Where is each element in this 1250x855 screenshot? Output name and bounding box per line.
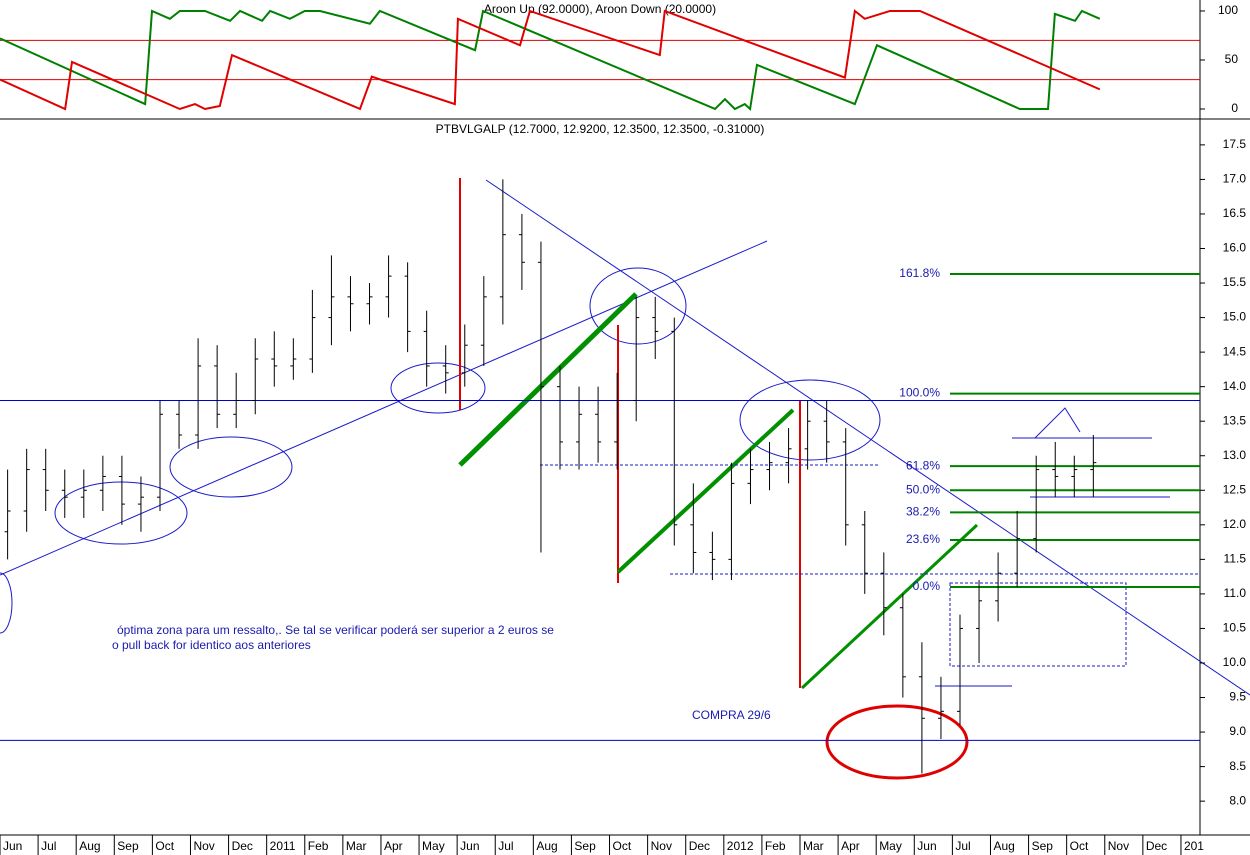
x-tick-label: Mar [346,839,367,853]
x-tick-label: 201 [1184,839,1204,853]
y-tick-label: 12.0 [1223,517,1247,531]
y-tick-label: 14.5 [1223,344,1247,358]
x-tick-label: Jun [917,839,936,853]
y-tick-label: 14.0 [1223,379,1247,393]
x-tick-label: Feb [765,839,786,853]
y-tick-label: 16.5 [1223,206,1247,220]
y-tick-label: 50 [1225,52,1239,66]
aroon-line [0,9,1101,111]
x-tick-label: Jul [41,839,56,853]
annotation: COMPRA 29/6 [692,708,771,722]
y-tick-label: 17.5 [1223,137,1247,151]
y-tick-label: 8.5 [1229,759,1246,773]
annotation: óptima zona para um ressalto,. Se tal se… [117,623,554,637]
y-tick-label: 11.5 [1224,552,1247,566]
dashed-box [949,582,1127,667]
x-tick-label: Nov [1108,839,1129,853]
x-tick-label: Nov [651,839,672,853]
fib-label: 38.2% [906,505,940,519]
x-tick-label: Sep [117,839,139,853]
x-tick-label: Dec [1146,839,1167,853]
y-tick-label: 9.0 [1229,724,1246,738]
x-tick-label: Oct [1070,839,1089,853]
ellipse [589,267,687,345]
x-tick-label: 2012 [727,839,754,853]
y-tick-label: 13.0 [1223,448,1247,462]
fib-label: 50.0% [906,482,940,496]
x-tick-label: Sep [574,839,596,853]
x-tick-label: Dec [689,839,710,853]
x-tick-label: May [879,839,902,853]
x-tick-label: Oct [613,839,632,853]
fib-label: 0.0% [913,579,941,593]
annotation: o pull back for identico aos anteriores [112,638,311,652]
x-tick-label: Dec [232,839,253,853]
x-tick-label: 2011 [270,839,296,853]
aroon-line [0,9,1101,111]
x-tick-label: Oct [155,839,174,853]
fib-label: 161.8% [899,266,940,280]
y-tick-label: 8.0 [1229,793,1246,807]
ellipse [169,436,293,498]
x-tick-label: Feb [308,839,329,853]
x-tick-label: Jul [955,839,970,853]
y-tick-label: 100 [1218,3,1238,17]
x-tick-label: Sep [1032,839,1054,853]
y-tick-label: 9.5 [1229,690,1246,704]
y-tick-label: 10.0 [1223,655,1247,669]
y-tick-label: 10.5 [1223,621,1247,635]
x-tick-label: Nov [193,839,214,853]
fib-label: 61.8% [906,458,940,472]
fib-label: 100.0% [899,386,940,400]
x-tick-label: Aug [993,839,1014,853]
trend-line [0,240,768,576]
x-tick-label: Aug [536,839,557,853]
y-tick-label: 11.0 [1224,586,1247,600]
ellipse [739,379,881,461]
x-tick-label: Jul [498,839,513,853]
green-line [458,292,638,467]
fib-label: 23.6% [906,532,940,546]
triangle [1034,407,1081,439]
y-tick-label: 15.0 [1223,310,1247,324]
y-tick-label: 12.5 [1223,482,1247,496]
ellipse [54,481,188,545]
x-tick-label: Mar [803,839,824,853]
price-title: PTBVLGALP (12.7000, 12.9200, 12.3500, 12… [436,122,765,136]
aroon-title: Aroon Up (92.0000), Aroon Down (20.0000) [484,2,716,16]
ellipse [390,362,486,414]
ellipse [0,572,13,634]
x-tick-label: Jun [460,839,479,853]
green-line [800,523,979,690]
x-tick-label: May [422,839,445,853]
x-tick-label: Jun [3,839,22,853]
y-tick-label: 16.0 [1223,241,1247,255]
green-line [616,408,795,574]
x-tick-label: Apr [384,839,403,853]
ellipse [825,704,969,780]
x-tick-label: Apr [841,839,860,853]
x-tick-label: Aug [79,839,100,853]
y-tick-label: 17.0 [1223,172,1247,186]
y-tick-label: 0 [1231,101,1238,115]
trend-line [485,179,1250,696]
drawings [0,178,1250,780]
y-tick-label: 13.5 [1223,413,1247,427]
y-tick-label: 15.5 [1223,275,1247,289]
